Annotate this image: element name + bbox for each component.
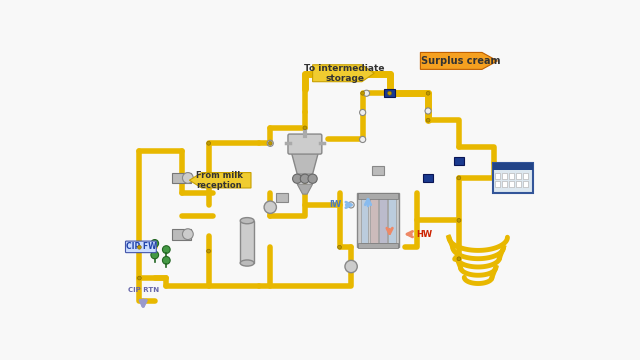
Circle shape: [360, 109, 365, 116]
Bar: [495, 181, 500, 187]
Bar: [523, 172, 528, 179]
Text: CIP RTN: CIP RTN: [127, 287, 159, 293]
Circle shape: [361, 91, 365, 95]
Circle shape: [163, 246, 170, 253]
Bar: [495, 172, 500, 179]
Bar: [240, 221, 254, 263]
Circle shape: [207, 249, 211, 253]
Polygon shape: [189, 172, 251, 188]
Circle shape: [267, 140, 273, 147]
Bar: [523, 181, 528, 187]
Bar: [454, 157, 464, 165]
Bar: [509, 172, 515, 179]
Polygon shape: [312, 65, 374, 82]
Circle shape: [425, 108, 431, 114]
Circle shape: [426, 118, 430, 122]
Bar: [516, 181, 521, 187]
Bar: [172, 172, 191, 183]
Bar: [509, 181, 515, 187]
Bar: [384, 89, 395, 97]
Circle shape: [268, 141, 272, 145]
Bar: [422, 174, 433, 182]
Circle shape: [345, 260, 357, 273]
Bar: [172, 229, 191, 239]
Circle shape: [264, 201, 276, 213]
Circle shape: [207, 141, 211, 145]
Circle shape: [182, 172, 193, 183]
Bar: [372, 166, 384, 175]
Circle shape: [151, 251, 159, 259]
Circle shape: [292, 174, 302, 183]
FancyBboxPatch shape: [125, 241, 156, 253]
Circle shape: [138, 245, 141, 249]
Circle shape: [457, 176, 461, 180]
Polygon shape: [297, 184, 312, 194]
Circle shape: [388, 91, 392, 95]
Ellipse shape: [240, 260, 254, 266]
Bar: [493, 163, 533, 170]
Bar: [388, 197, 396, 243]
Text: CIP FW: CIP FW: [125, 242, 156, 251]
Circle shape: [300, 174, 310, 183]
Bar: [358, 243, 397, 248]
Circle shape: [457, 219, 461, 222]
Circle shape: [308, 174, 317, 183]
Bar: [516, 172, 521, 179]
Circle shape: [426, 91, 430, 95]
Circle shape: [457, 257, 461, 261]
FancyBboxPatch shape: [288, 134, 322, 154]
Bar: [502, 181, 508, 187]
Bar: [361, 197, 369, 243]
Polygon shape: [291, 151, 319, 174]
Circle shape: [338, 245, 342, 249]
Circle shape: [138, 276, 141, 280]
Text: HW: HW: [417, 230, 433, 239]
Bar: [380, 197, 387, 243]
Polygon shape: [420, 53, 497, 69]
Text: IW: IW: [329, 201, 341, 210]
Circle shape: [364, 90, 369, 96]
Circle shape: [151, 239, 159, 247]
Circle shape: [303, 126, 307, 130]
Bar: [502, 172, 508, 179]
Bar: [358, 193, 397, 199]
Text: To intermediate
storage: To intermediate storage: [305, 63, 385, 83]
Circle shape: [360, 136, 365, 143]
Ellipse shape: [240, 217, 254, 224]
Circle shape: [348, 202, 354, 208]
Circle shape: [163, 256, 170, 264]
Circle shape: [182, 229, 193, 239]
Bar: [357, 193, 399, 247]
Bar: [370, 197, 378, 243]
Bar: [276, 193, 288, 202]
Text: From milk
reception: From milk reception: [196, 171, 243, 190]
Bar: [493, 163, 533, 193]
Text: Surplus cream: Surplus cream: [420, 56, 500, 66]
